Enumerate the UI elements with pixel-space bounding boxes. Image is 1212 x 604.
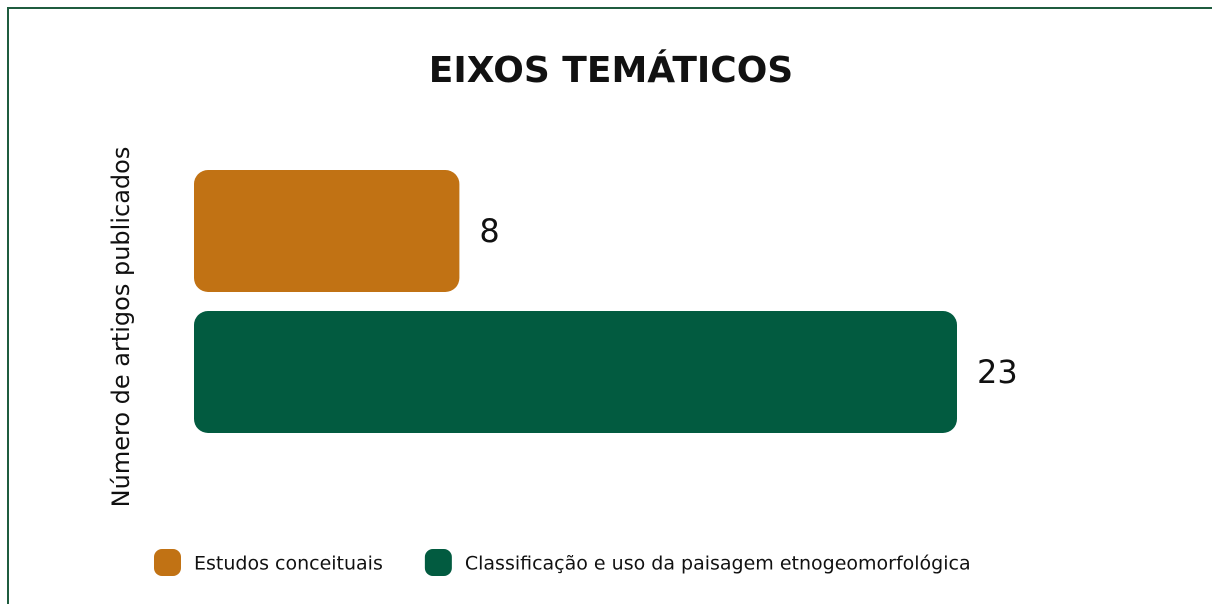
legend-swatch [424,549,452,576]
legend-swatch [154,549,181,576]
legend-label: Classificação e uso da paisagem etnogeom… [465,553,971,575]
value-label: 8 [479,212,499,250]
y-axis-label: Número de artigos publicados [107,147,135,508]
frame [7,7,1212,604]
chart-title: EIXOS TEMÁTICOS [429,49,793,91]
bar [194,311,957,433]
value-label: 23 [977,353,1018,391]
legend-label: Estudos conceituais [194,553,383,575]
bar [194,170,460,292]
